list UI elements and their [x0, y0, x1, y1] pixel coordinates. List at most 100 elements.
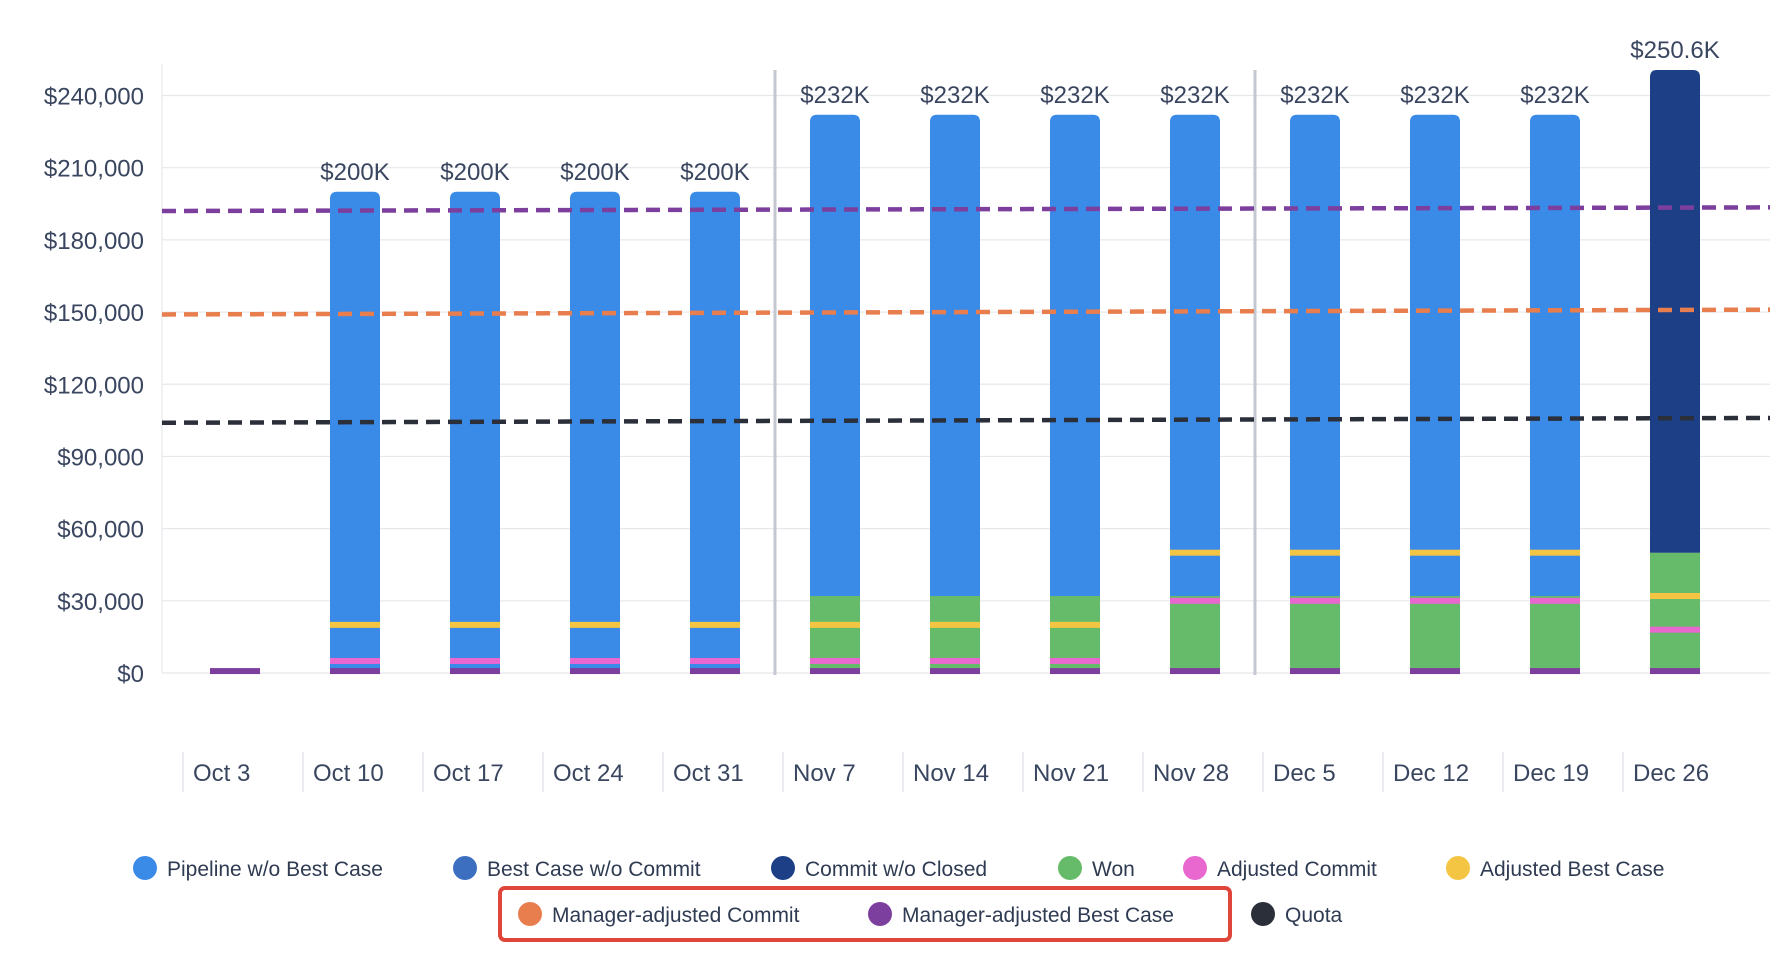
- marker-manager-adjusted-best-case-bar: [1050, 668, 1100, 675]
- data-label: $232K: [1520, 82, 1589, 109]
- legend-highlight-box: [498, 886, 1232, 942]
- legend-item-pipeline-w-o-best-case: Pipeline w/o Best Case: [133, 856, 383, 881]
- y-tick-label: $180,000: [44, 228, 144, 255]
- bar-segment-pipeline-w-o-best-case: [1170, 114, 1220, 597]
- marker-manager-adjusted-best-case-bar: [930, 668, 980, 675]
- marker-manager-adjusted-best-case-bar: [450, 668, 500, 675]
- marker-adjusted-commit: [1410, 597, 1460, 604]
- reference-lines: [161, 205, 1770, 426]
- reference-line-manager-adjusted-commit: [161, 307, 1770, 317]
- x-tick-label: Nov 28: [1153, 760, 1229, 787]
- data-label: $200K: [320, 159, 389, 186]
- data-label: $232K: [920, 82, 989, 109]
- marker-adjusted-best-case: [1410, 549, 1460, 556]
- bar-stack-nov-21: [1050, 114, 1100, 675]
- marker-adjusted-commit: [930, 657, 980, 664]
- marker-adjusted-best-case: [810, 621, 860, 628]
- legend-swatch: [1446, 856, 1470, 880]
- x-tick-label: Dec 19: [1513, 760, 1589, 787]
- marker-adjusted-commit: [690, 657, 740, 664]
- legend-label: Quota: [1285, 904, 1343, 927]
- marker-manager-adjusted-best-case-bar: [1530, 668, 1580, 675]
- data-label: $250.6K: [1630, 37, 1719, 64]
- data-label: $200K: [560, 159, 629, 186]
- bar-stack-oct-31: [690, 191, 740, 675]
- bar-segment-pipeline-w-o-best-case: [1050, 114, 1100, 597]
- marker-adjusted-best-case: [1650, 593, 1700, 600]
- x-tick-label: Nov 14: [913, 760, 989, 787]
- y-tick-label: $30,000: [57, 589, 144, 616]
- marker-manager-adjusted-best-case-bar: [1290, 668, 1340, 675]
- legend-label: Best Case w/o Commit: [487, 858, 701, 881]
- data-label: $232K: [1160, 82, 1229, 109]
- x-tick-label: Nov 21: [1033, 760, 1109, 787]
- bar-segment-commit-w-o-closed: [1650, 70, 1700, 553]
- marker-manager-adjusted-best-case-bar: [330, 668, 380, 675]
- bar-stack-oct-3: [210, 668, 260, 675]
- reference-line-manager-adjusted-best-case: [161, 205, 1770, 214]
- legend-label: Commit w/o Closed: [805, 858, 987, 881]
- marker-adjusted-best-case: [1530, 549, 1580, 556]
- data-label: $232K: [1280, 82, 1349, 109]
- x-tick-label: Oct 3: [193, 760, 250, 787]
- legend-label: Won: [1092, 858, 1135, 881]
- bar-stack-oct-10: [330, 191, 380, 675]
- marker-adjusted-best-case: [330, 621, 380, 628]
- bar-segment-pipeline-w-o-best-case: [1410, 114, 1460, 597]
- bar-segment-pipeline-w-o-best-case: [570, 191, 620, 673]
- bar-segment-pipeline-w-o-best-case: [810, 114, 860, 597]
- x-tick-label: Oct 31: [673, 760, 744, 787]
- legend-label: Adjusted Best Case: [1480, 858, 1664, 881]
- legend-swatch: [868, 902, 892, 926]
- x-tick-label: Oct 17: [433, 760, 504, 787]
- marker-adjusted-commit: [1050, 657, 1100, 664]
- legend-item-best-case-w-o-commit: Best Case w/o Commit: [453, 856, 701, 881]
- x-tick-label: Oct 24: [553, 760, 624, 787]
- legend-label: Manager-adjusted Best Case: [902, 904, 1174, 927]
- data-label: $232K: [1040, 82, 1109, 109]
- legend: Pipeline w/o Best Case Best Case w/o Comm…: [133, 856, 1664, 942]
- legend-label: Manager-adjusted Commit: [552, 904, 800, 927]
- data-label: $200K: [680, 159, 749, 186]
- reference-line-quota: [161, 415, 1770, 426]
- y-tick-label: $210,000: [44, 156, 144, 183]
- bar-stack-dec-12: [1410, 114, 1460, 675]
- bar-stack-dec-5: [1290, 114, 1340, 675]
- bar-segment-pipeline-w-o-best-case: [1530, 114, 1580, 597]
- legend-item-manager-adjusted-commit: Manager-adjusted Commit: [518, 902, 800, 927]
- y-axis-ticks: $0 $30,000 $60,000 $90,000 $120,000 $150,000 $…: [44, 84, 144, 688]
- x-axis-ticks: Oct 3 Oct 10 Oct 17 Oct 24 Oct 31 Nov 7 Nov 14…: [182, 752, 1709, 792]
- marker-adjusted-best-case: [450, 621, 500, 628]
- bar-segment-won: [1650, 552, 1700, 673]
- marker-manager-adjusted-best-case-bar: [1170, 668, 1220, 675]
- marker-adjusted-commit: [1290, 597, 1340, 604]
- legend-item-adjusted-best-case: Adjusted Best Case: [1446, 856, 1664, 881]
- y-tick-label: $90,000: [57, 444, 144, 471]
- bar-stack-oct-17: [450, 191, 500, 675]
- bar-segment-won: [1170, 596, 1220, 673]
- x-tick-label: Dec 26: [1633, 760, 1709, 787]
- marker-manager-adjusted-best-case-bar: [690, 668, 740, 675]
- bar-segment-pipeline-w-o-best-case: [690, 191, 740, 673]
- marker-adjusted-best-case: [690, 621, 740, 628]
- bar-stack-nov-7: [810, 114, 860, 675]
- bar-stack-dec-26: [1650, 70, 1700, 675]
- y-tick-label: $150,000: [44, 300, 144, 327]
- legend-item-manager-adjusted-best-case: Manager-adjusted Best Case: [868, 902, 1174, 927]
- marker-adjusted-best-case: [1290, 549, 1340, 556]
- marker-manager-adjusted-best-case-bar: [210, 668, 260, 675]
- bars: [210, 70, 1700, 675]
- legend-label: Pipeline w/o Best Case: [167, 858, 383, 881]
- marker-adjusted-commit: [1530, 597, 1580, 604]
- marker-adjusted-best-case: [570, 621, 620, 628]
- y-tick-label: $240,000: [44, 84, 144, 111]
- data-label: $232K: [800, 82, 869, 109]
- bar-segment-won: [1410, 596, 1460, 673]
- marker-adjusted-best-case: [1050, 621, 1100, 628]
- marker-manager-adjusted-best-case-bar: [1650, 668, 1700, 675]
- marker-adjusted-commit: [330, 657, 380, 664]
- legend-item-commit-w-o-closed: Commit w/o Closed: [771, 856, 987, 881]
- bar-segment-pipeline-w-o-best-case: [930, 114, 980, 597]
